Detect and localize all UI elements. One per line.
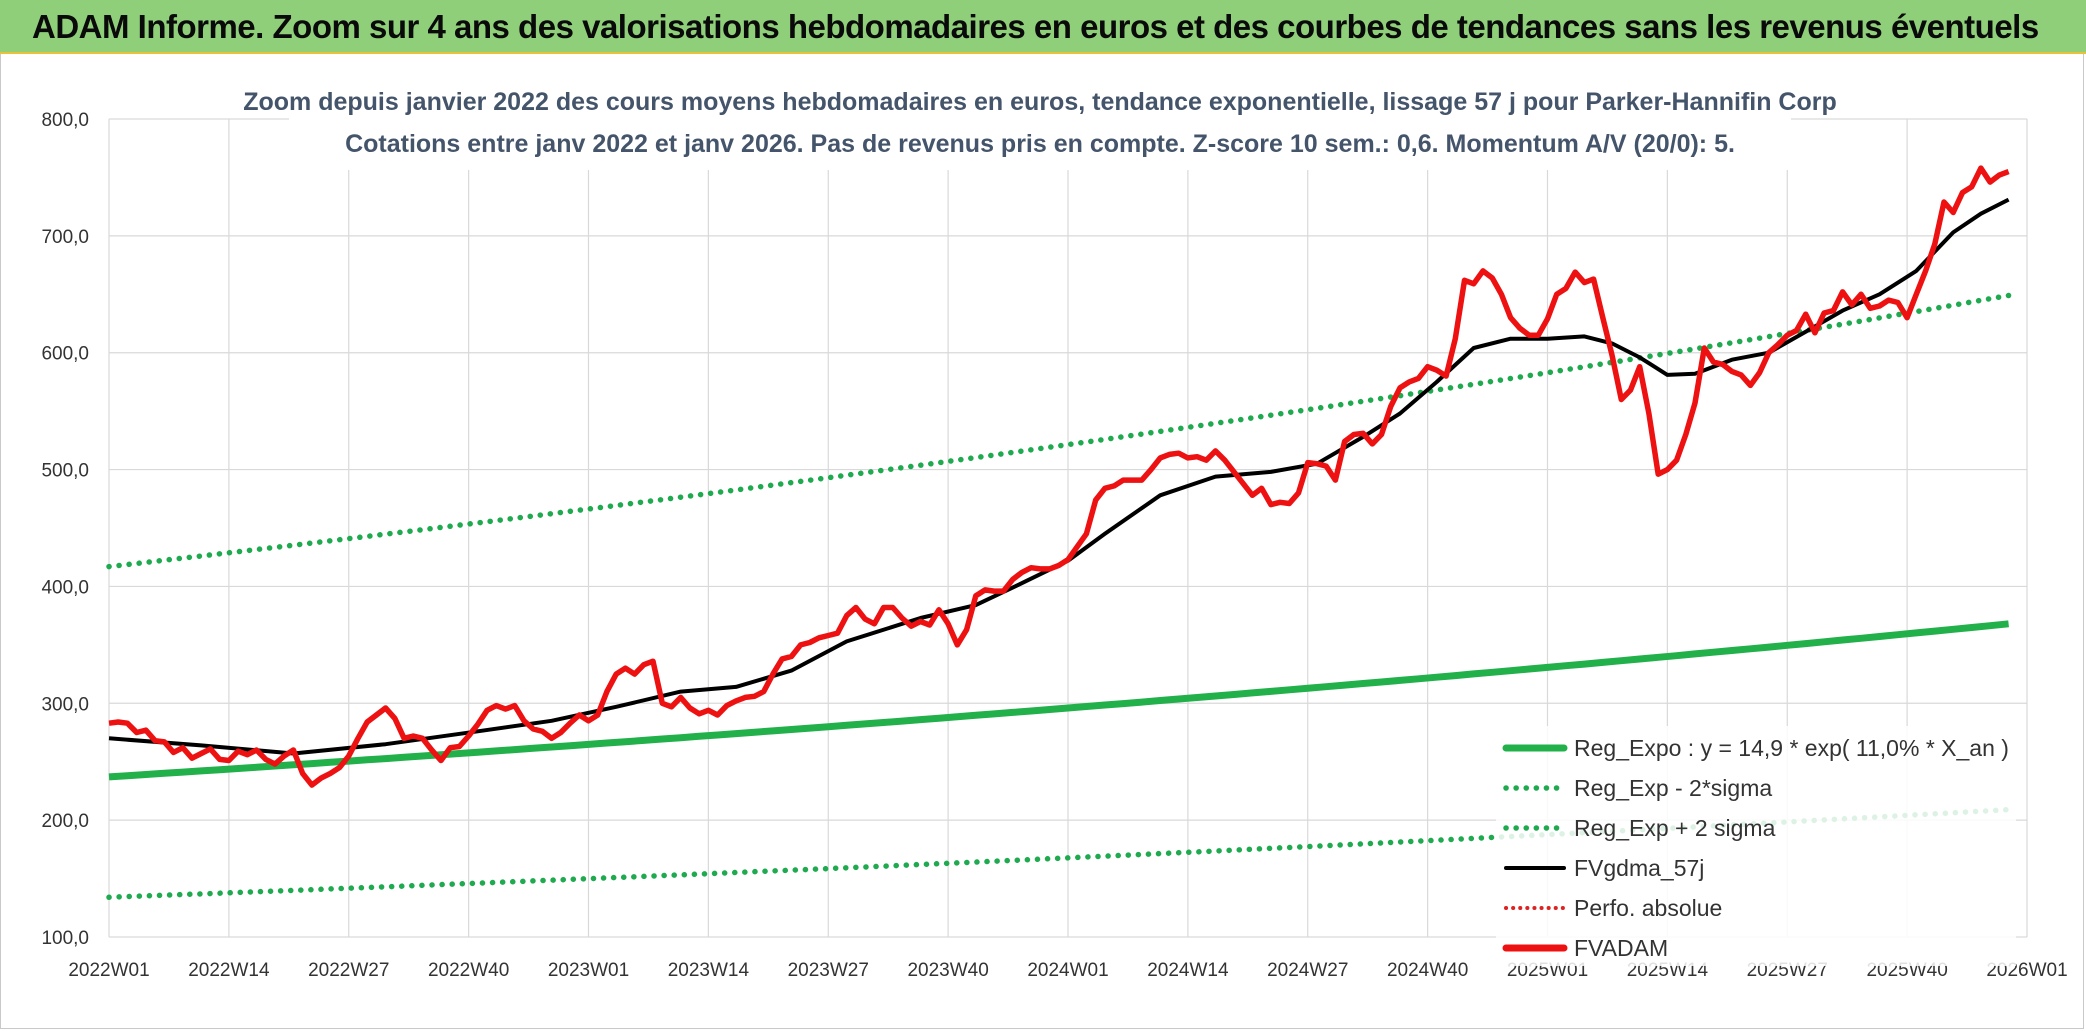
chart-title-block: Zoom depuis janvier 2022 des cours moyen… [243,76,1837,170]
chart-frame: 100,0 200,0 300,0 400,0 500,0 600,0 700,0 800,0… [0,54,2084,1029]
line-chart: 100,0 200,0 300,0 400,0 500,0 600,0 700,0 800,0… [41,76,2068,981]
x-tick-label: 2024W01 [1027,960,1108,981]
y-tick-label: 500,0 [41,461,89,482]
x-tick-label: 2022W01 [68,960,149,981]
chart-title-line-2: Cotations entre janv 2022 et janv 2026. … [345,130,1735,158]
legend-background [1496,726,2016,966]
x-tick-label: 2023W14 [668,960,750,981]
x-tick-label: 2023W40 [907,960,988,981]
legend-label: Perfo. absolue [1574,895,1722,921]
series-reg-plus-2sigma [106,292,2012,570]
legend-label: Reg_Expo : y = 14,9 * exp( 11,0% * X_an … [1574,735,2009,761]
chart-title-line-1: Zoom depuis janvier 2022 des cours moyen… [243,88,1837,116]
y-tick-label: 100,0 [41,928,89,949]
x-tick-label: 2022W27 [308,960,389,981]
legend-label: Reg_Exp - 2*sigma [1574,775,1772,801]
report-title: ADAM Informe. Zoom sur 4 ans des valoris… [32,8,2039,45]
y-tick-label: 800,0 [41,110,89,131]
x-tick-label: 2024W27 [1267,960,1348,981]
legend-label: FVADAM [1574,935,1668,961]
y-tick-label: 400,0 [41,577,89,598]
x-tick-label: 2022W40 [428,960,509,981]
legend: Reg_Expo : y = 14,9 * exp( 11,0% * X_an … [1496,726,2016,966]
y-axis-ticks: 100,0 200,0 300,0 400,0 500,0 600,0 700,0 800,0 [41,110,89,949]
series-reg-expo [108,620,2009,781]
series-fvadam [108,165,2010,788]
title-background [289,76,1791,170]
y-tick-label: 200,0 [41,811,89,832]
x-tick-label: 2022W14 [188,960,270,981]
x-tick-label: 2024W40 [1387,960,1468,981]
legend-label: FVgdma_57j [1574,855,1704,881]
legend-label: Reg_Exp + 2 sigma [1574,815,1776,841]
x-tick-label: 2023W27 [788,960,869,981]
report-banner: ADAM Informe. Zoom sur 4 ans des valoris… [0,0,2086,54]
y-tick-label: 600,0 [41,344,89,365]
x-tick-label: 2023W01 [548,960,629,981]
y-tick-label: 300,0 [41,694,89,715]
series-fvgdma-57j [108,197,2010,756]
y-tick-label: 700,0 [41,227,89,248]
x-tick-label: 2024W14 [1147,960,1229,981]
